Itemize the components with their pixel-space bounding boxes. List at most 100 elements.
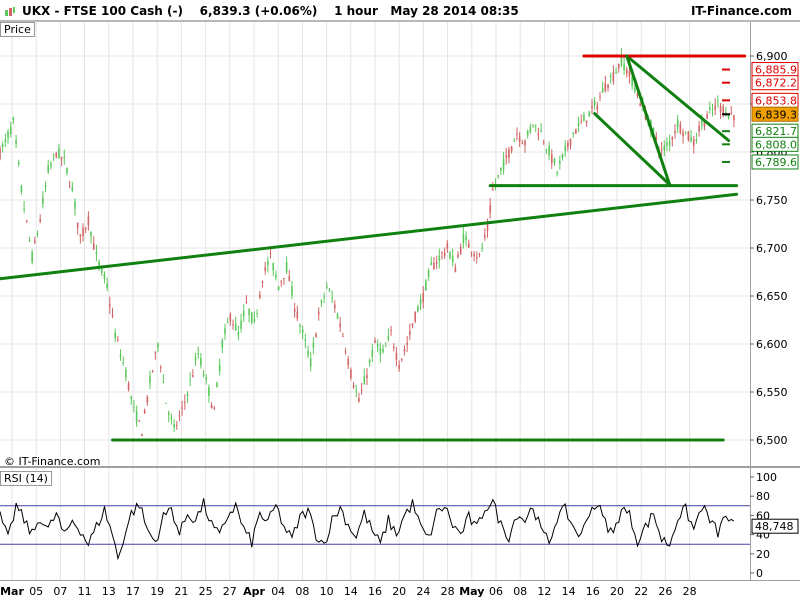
candle-body <box>733 115 735 121</box>
candle-body <box>599 96 601 98</box>
level-label: 6,885.9 <box>755 64 797 77</box>
candle-body <box>60 157 63 159</box>
candle-body <box>692 139 695 147</box>
candle-body <box>529 126 532 132</box>
candle-body <box>20 185 23 193</box>
candle-body <box>173 424 175 428</box>
candle-body <box>293 308 296 312</box>
current-price-label: 6,839.3 <box>755 108 797 121</box>
candle-body <box>202 374 205 376</box>
candle-body <box>462 233 465 244</box>
candle-body <box>542 142 545 144</box>
candle-body <box>459 246 462 254</box>
candle-body <box>12 117 15 121</box>
candle-body <box>264 267 266 271</box>
candle-body <box>443 252 446 256</box>
candle-body <box>210 405 213 409</box>
candle-body <box>0 147 1 159</box>
candle-body <box>181 407 183 409</box>
x-tick-label: 11 <box>78 585 92 598</box>
candle-body <box>95 252 98 255</box>
x-tick-label: 19 <box>150 585 164 598</box>
candle-body <box>226 322 229 324</box>
candle-body <box>143 410 146 413</box>
candle-body <box>577 122 580 126</box>
candle-body <box>719 106 722 112</box>
candle-body <box>309 358 312 367</box>
candle-body <box>634 87 636 92</box>
candle-body <box>532 124 534 127</box>
candle-body <box>521 142 524 145</box>
x-tick-label: 20 <box>392 585 406 598</box>
candle-body <box>277 286 280 291</box>
candle-body <box>392 346 395 349</box>
level-label: 6,808.0 <box>755 138 797 151</box>
x-tick-label: 20 <box>610 585 624 598</box>
candle-body <box>534 124 537 126</box>
candle-body <box>167 412 170 416</box>
rsi-y-tick-label: 0 <box>756 567 763 580</box>
candle-body <box>170 417 173 419</box>
candle-body <box>417 306 419 312</box>
candle-body <box>628 70 631 77</box>
candle-body <box>545 149 548 151</box>
candle-body <box>660 148 663 150</box>
candle-body <box>620 55 623 66</box>
candle-body <box>296 311 299 319</box>
candle-body <box>344 351 347 353</box>
candle-body <box>334 304 336 309</box>
candle-body <box>639 103 641 106</box>
candle-body <box>537 133 540 136</box>
candle-body <box>360 389 363 391</box>
candle-body <box>379 347 382 355</box>
candle-body <box>339 323 341 328</box>
candle-body <box>1 144 4 147</box>
candle-body <box>146 396 149 403</box>
x-tick-label: 13 <box>102 585 116 598</box>
candle-body <box>248 309 250 316</box>
candle-body <box>224 328 226 334</box>
candle-body <box>703 119 706 127</box>
candle-body <box>553 158 556 163</box>
chart-title: UKX - FTSE 100 Cash (-) 6,839.3 (+0.06%)… <box>22 4 519 18</box>
x-tick-label: 22 <box>634 585 648 598</box>
candle-body <box>151 370 154 372</box>
x-tick-label: 08 <box>513 585 527 598</box>
candle-body <box>184 401 186 403</box>
header-divider <box>0 20 800 22</box>
candle-body <box>34 240 36 243</box>
candle-body <box>63 156 66 158</box>
candle-body <box>307 351 309 356</box>
candle-body <box>315 333 317 338</box>
y-tick-label: 6,500 <box>756 434 788 447</box>
candle-body <box>79 234 82 237</box>
candle-body <box>331 297 333 299</box>
candle-body <box>58 148 60 158</box>
candle-body <box>366 374 368 379</box>
candle-body <box>256 312 258 314</box>
level-label: 6,872.2 <box>755 77 797 90</box>
candle-body <box>510 146 513 152</box>
candle-body <box>631 76 633 86</box>
candle-body <box>516 133 518 135</box>
candle-body <box>114 332 116 338</box>
level-box <box>751 154 799 170</box>
candle-body <box>133 406 135 408</box>
x-tick-label: 14 <box>344 585 358 598</box>
candle-body <box>698 125 700 132</box>
candle-body <box>192 375 194 377</box>
candle-body <box>569 138 572 146</box>
candle-body <box>42 197 44 204</box>
candle-body <box>430 262 433 266</box>
chart-icon <box>5 7 15 16</box>
candle-body <box>317 312 320 315</box>
candle-body <box>433 262 435 270</box>
candle-body <box>242 310 245 316</box>
rsi-pane-label: RSI (14) <box>0 471 52 486</box>
candle-body <box>122 362 125 364</box>
candle-body <box>259 294 261 298</box>
candle-body <box>288 276 291 282</box>
candle-body <box>548 145 550 156</box>
